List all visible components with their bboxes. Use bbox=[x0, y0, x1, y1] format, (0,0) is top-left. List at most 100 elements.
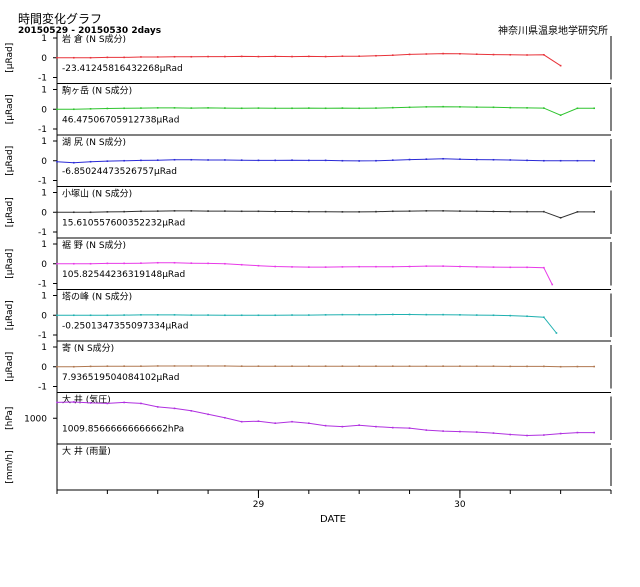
data-point bbox=[291, 314, 293, 316]
data-point bbox=[123, 56, 125, 59]
data-point bbox=[559, 64, 562, 67]
data-point bbox=[576, 365, 579, 368]
data-point bbox=[391, 159, 394, 161]
panel-title: 駒ヶ岳 (N S成分) bbox=[62, 85, 132, 97]
data-point bbox=[190, 55, 193, 58]
data-point bbox=[375, 365, 377, 367]
data-point bbox=[207, 159, 209, 161]
panel-3: -1 0 1 [μRad] 小塚山 (N S成分) 15.61055760035223​2… bbox=[5, 186, 612, 239]
data-point bbox=[173, 107, 176, 109]
data-point bbox=[324, 266, 327, 268]
data-point bbox=[408, 265, 411, 268]
panel-title: 裾 野 (N S成分) bbox=[62, 239, 126, 251]
data-point bbox=[173, 55, 176, 58]
data-point bbox=[559, 216, 562, 219]
data-point bbox=[509, 314, 512, 317]
data-point bbox=[72, 211, 75, 214]
panel-reading: 15.61055760035223​2μRad bbox=[62, 219, 185, 229]
data-point bbox=[559, 365, 562, 368]
panel-reading: 46.47506705912738μRad bbox=[62, 116, 180, 126]
data-point bbox=[526, 107, 528, 109]
data-point bbox=[526, 434, 528, 437]
y-tick-label: -1 bbox=[38, 177, 47, 187]
data-point bbox=[156, 406, 159, 408]
data-point bbox=[358, 160, 360, 162]
data-point bbox=[375, 265, 377, 268]
data-point bbox=[543, 107, 545, 109]
data-point bbox=[475, 210, 478, 213]
data-point bbox=[190, 158, 193, 161]
data-point bbox=[190, 107, 193, 109]
data-point bbox=[140, 159, 142, 162]
panel-title: 塔の峰 (N S成分) bbox=[62, 291, 132, 303]
panel-1: -1 0 1 [μRad] 駒ヶ岳 (N S成分) 46.47506705912738μR… bbox=[5, 83, 612, 136]
data-point bbox=[576, 159, 579, 162]
y-tick-label: -1 bbox=[38, 125, 47, 135]
data-point bbox=[207, 262, 209, 265]
data-point bbox=[408, 158, 411, 161]
data-point bbox=[341, 159, 344, 162]
data-point bbox=[375, 159, 377, 162]
data-point bbox=[425, 365, 428, 367]
data-point bbox=[391, 54, 394, 56]
panel-4: -1 0 1 [μRad] 裾 野 (N S成分) 105.82544236319148μ… bbox=[5, 238, 612, 290]
panel-title: 岩 倉 (N S成分) bbox=[62, 33, 126, 45]
y-tick-label: 0 bbox=[41, 54, 47, 64]
data-point bbox=[274, 265, 277, 268]
data-point bbox=[89, 314, 92, 317]
y-tick-label: 1 bbox=[41, 34, 47, 44]
data-point bbox=[207, 314, 209, 316]
data-point bbox=[526, 210, 528, 213]
data-point bbox=[442, 52, 444, 55]
data-point bbox=[308, 107, 310, 109]
y-tick-label: 0 bbox=[41, 311, 47, 321]
data-point bbox=[123, 159, 125, 162]
panel-title: 湖 尻 (N S成分) bbox=[62, 136, 126, 148]
panel-0: -1 0 1 [μRad] 岩 倉 (N S成分) -23.41245816432268μ… bbox=[5, 32, 612, 84]
data-point bbox=[240, 55, 243, 58]
data-point bbox=[123, 401, 125, 404]
data-point bbox=[240, 263, 243, 266]
data-point bbox=[358, 265, 360, 268]
data-point bbox=[291, 365, 293, 367]
x-tick-label: 29 bbox=[253, 500, 265, 510]
panel-2: -1 0 1 [μRad] 湖 尻 (N S成分) -6.85024473526757μR… bbox=[5, 135, 612, 187]
data-point bbox=[559, 159, 562, 162]
data-point bbox=[72, 314, 75, 317]
data-point bbox=[207, 365, 209, 367]
data-point bbox=[425, 158, 428, 160]
data-point bbox=[224, 210, 226, 212]
data-point bbox=[156, 261, 159, 264]
panel-title: 小塚山 (N S成分) bbox=[62, 188, 132, 200]
data-point bbox=[375, 210, 377, 213]
data-point bbox=[89, 56, 92, 59]
data-point bbox=[140, 314, 142, 316]
y-axis-label: [μRad] bbox=[5, 197, 15, 227]
data-point bbox=[207, 107, 209, 109]
data-point bbox=[576, 107, 579, 110]
data-point bbox=[543, 53, 545, 56]
data-point bbox=[72, 401, 75, 403]
panel-title: 大 井 (雨量) bbox=[62, 445, 111, 457]
y-tick-label: 1 bbox=[41, 189, 47, 199]
data-point bbox=[543, 266, 545, 269]
data-point bbox=[56, 365, 58, 368]
data-point bbox=[173, 365, 176, 367]
data-point bbox=[555, 332, 558, 334]
data-point bbox=[224, 55, 226, 58]
y-tick-label: 1 bbox=[41, 292, 47, 302]
data-point bbox=[308, 159, 310, 162]
data-point bbox=[576, 211, 579, 213]
data-point bbox=[106, 262, 109, 265]
data-point bbox=[72, 365, 75, 368]
y-axis-label: [μRad] bbox=[5, 249, 15, 279]
data-point bbox=[291, 266, 293, 268]
data-point bbox=[543, 434, 545, 436]
y-tick-label: 1 bbox=[41, 343, 47, 353]
data-point bbox=[291, 159, 293, 161]
data-point bbox=[324, 314, 327, 316]
panel-reading: 105.82544236319148μRad bbox=[62, 270, 185, 280]
data-point bbox=[391, 265, 394, 268]
data-point bbox=[140, 262, 142, 264]
data-point bbox=[543, 316, 545, 319]
